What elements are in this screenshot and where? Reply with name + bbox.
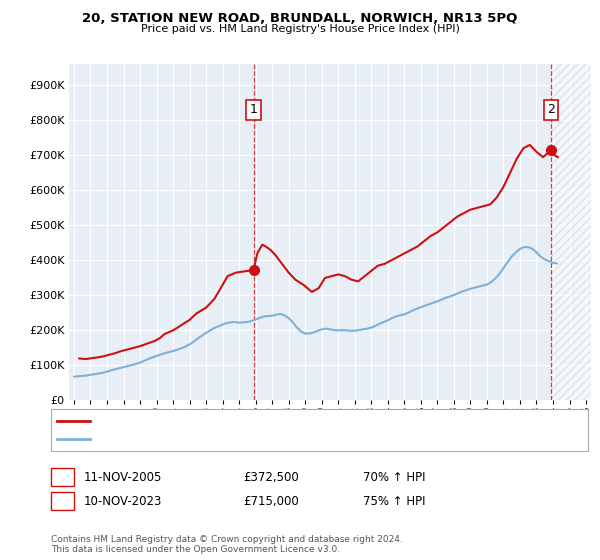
Bar [551,64,591,400]
Text: 10-NOV-2023: 10-NOV-2023 [84,494,163,508]
Text: 70% ↑ HPI: 70% ↑ HPI [363,470,425,484]
Text: £372,500: £372,500 [243,470,299,484]
Text: HPI: Average price, detached house, Broadland: HPI: Average price, detached house, Broa… [96,434,342,444]
Text: £715,000: £715,000 [243,494,299,508]
Text: 20, STATION NEW ROAD, BRUNDALL, NORWICH, NR13 5PQ: 20, STATION NEW ROAD, BRUNDALL, NORWICH,… [82,12,518,25]
Text: 75% ↑ HPI: 75% ↑ HPI [363,494,425,508]
Text: 1: 1 [250,104,257,116]
Text: 2: 2 [547,104,555,116]
Text: 2: 2 [58,494,67,508]
Text: Price paid vs. HM Land Registry's House Price Index (HPI): Price paid vs. HM Land Registry's House … [140,24,460,34]
Text: 11-NOV-2005: 11-NOV-2005 [84,470,163,484]
Text: 1: 1 [58,470,67,484]
Text: 20, STATION NEW ROAD, BRUNDALL, NORWICH, NR13 5PQ (detached house): 20, STATION NEW ROAD, BRUNDALL, NORWICH,… [96,416,495,426]
Text: Contains HM Land Registry data © Crown copyright and database right 2024.
This d: Contains HM Land Registry data © Crown c… [51,535,403,554]
